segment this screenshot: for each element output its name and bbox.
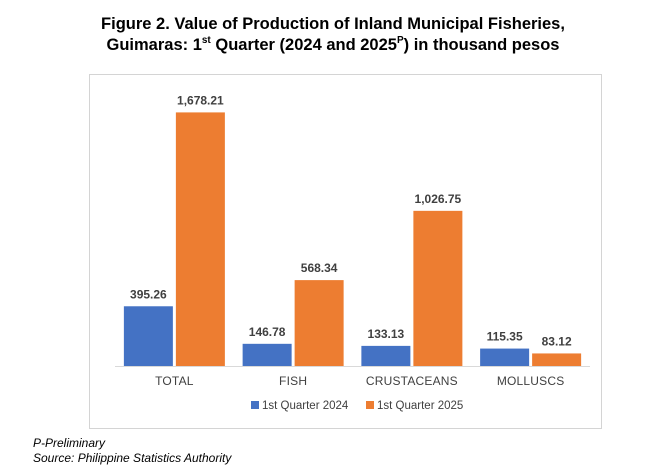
bar-crustaceans-2024 bbox=[361, 345, 411, 366]
data-label-fish-2024: 146.78 bbox=[249, 325, 286, 339]
legend: 1st Quarter 2024 1st Quarter 2025 bbox=[251, 400, 463, 412]
title-part-c: ) in thousand pesos bbox=[403, 36, 560, 54]
footnote-source: Source: Philippine Statistics Authority bbox=[33, 451, 232, 465]
bar-molluscs-2025 bbox=[532, 353, 582, 366]
bar-total-2024 bbox=[123, 306, 173, 366]
legend-swatch-2025 bbox=[366, 401, 374, 409]
bar-crustaceans-2025 bbox=[413, 210, 463, 366]
data-label-molluscs-2024: 115.35 bbox=[487, 330, 523, 344]
footnote-preliminary: P-Preliminary bbox=[33, 436, 106, 450]
title-part-a: Guimaras: 1 bbox=[106, 36, 202, 54]
bar-fish-2024 bbox=[242, 343, 292, 366]
data-label-crustaceans-2025: 1,026.75 bbox=[415, 192, 462, 206]
category-label-crustaceans: CRUSTACEANS bbox=[366, 374, 458, 388]
bars-group: 395.26 1,678.21 TOTAL 146.78 568.34 FISH 133.1… bbox=[123, 93, 582, 388]
data-label-molluscs-2025: 83.12 bbox=[542, 334, 572, 348]
data-label-crustaceans-2024: 133.13 bbox=[368, 327, 405, 341]
bar-total-2025 bbox=[175, 112, 225, 366]
data-label-total-2025: 1,678.21 bbox=[177, 93, 224, 107]
title-superscript-p: P bbox=[396, 34, 404, 46]
data-label-total-2024: 395.26 bbox=[130, 287, 167, 301]
data-label-fish-2025: 568.34 bbox=[301, 261, 338, 275]
title-part-b: Quarter (2024 and 2025 bbox=[210, 36, 397, 54]
bar-molluscs-2024 bbox=[480, 348, 530, 366]
category-label-total: TOTAL bbox=[155, 374, 194, 388]
chart-title-line-2: Guimaras: 1st Quarter (2024 and 2025P) i… bbox=[0, 35, 666, 56]
legend-swatch-2024 bbox=[251, 401, 259, 409]
category-label-fish: FISH bbox=[279, 374, 307, 388]
chart-title: Figure 2. Value of Production of Inland … bbox=[0, 14, 666, 56]
category-label-molluscs: MOLLUSCS bbox=[497, 374, 565, 388]
chart-area-border bbox=[89, 74, 602, 429]
bar-fish-2025 bbox=[294, 280, 344, 366]
legend-label-2024: 1st Quarter 2024 bbox=[262, 400, 349, 412]
chart-title-line-1: Figure 2. Value of Production of Inland … bbox=[101, 15, 565, 33]
legend-label-2025: 1st Quarter 2025 bbox=[377, 400, 463, 412]
title-superscript-st: st bbox=[201, 34, 211, 46]
